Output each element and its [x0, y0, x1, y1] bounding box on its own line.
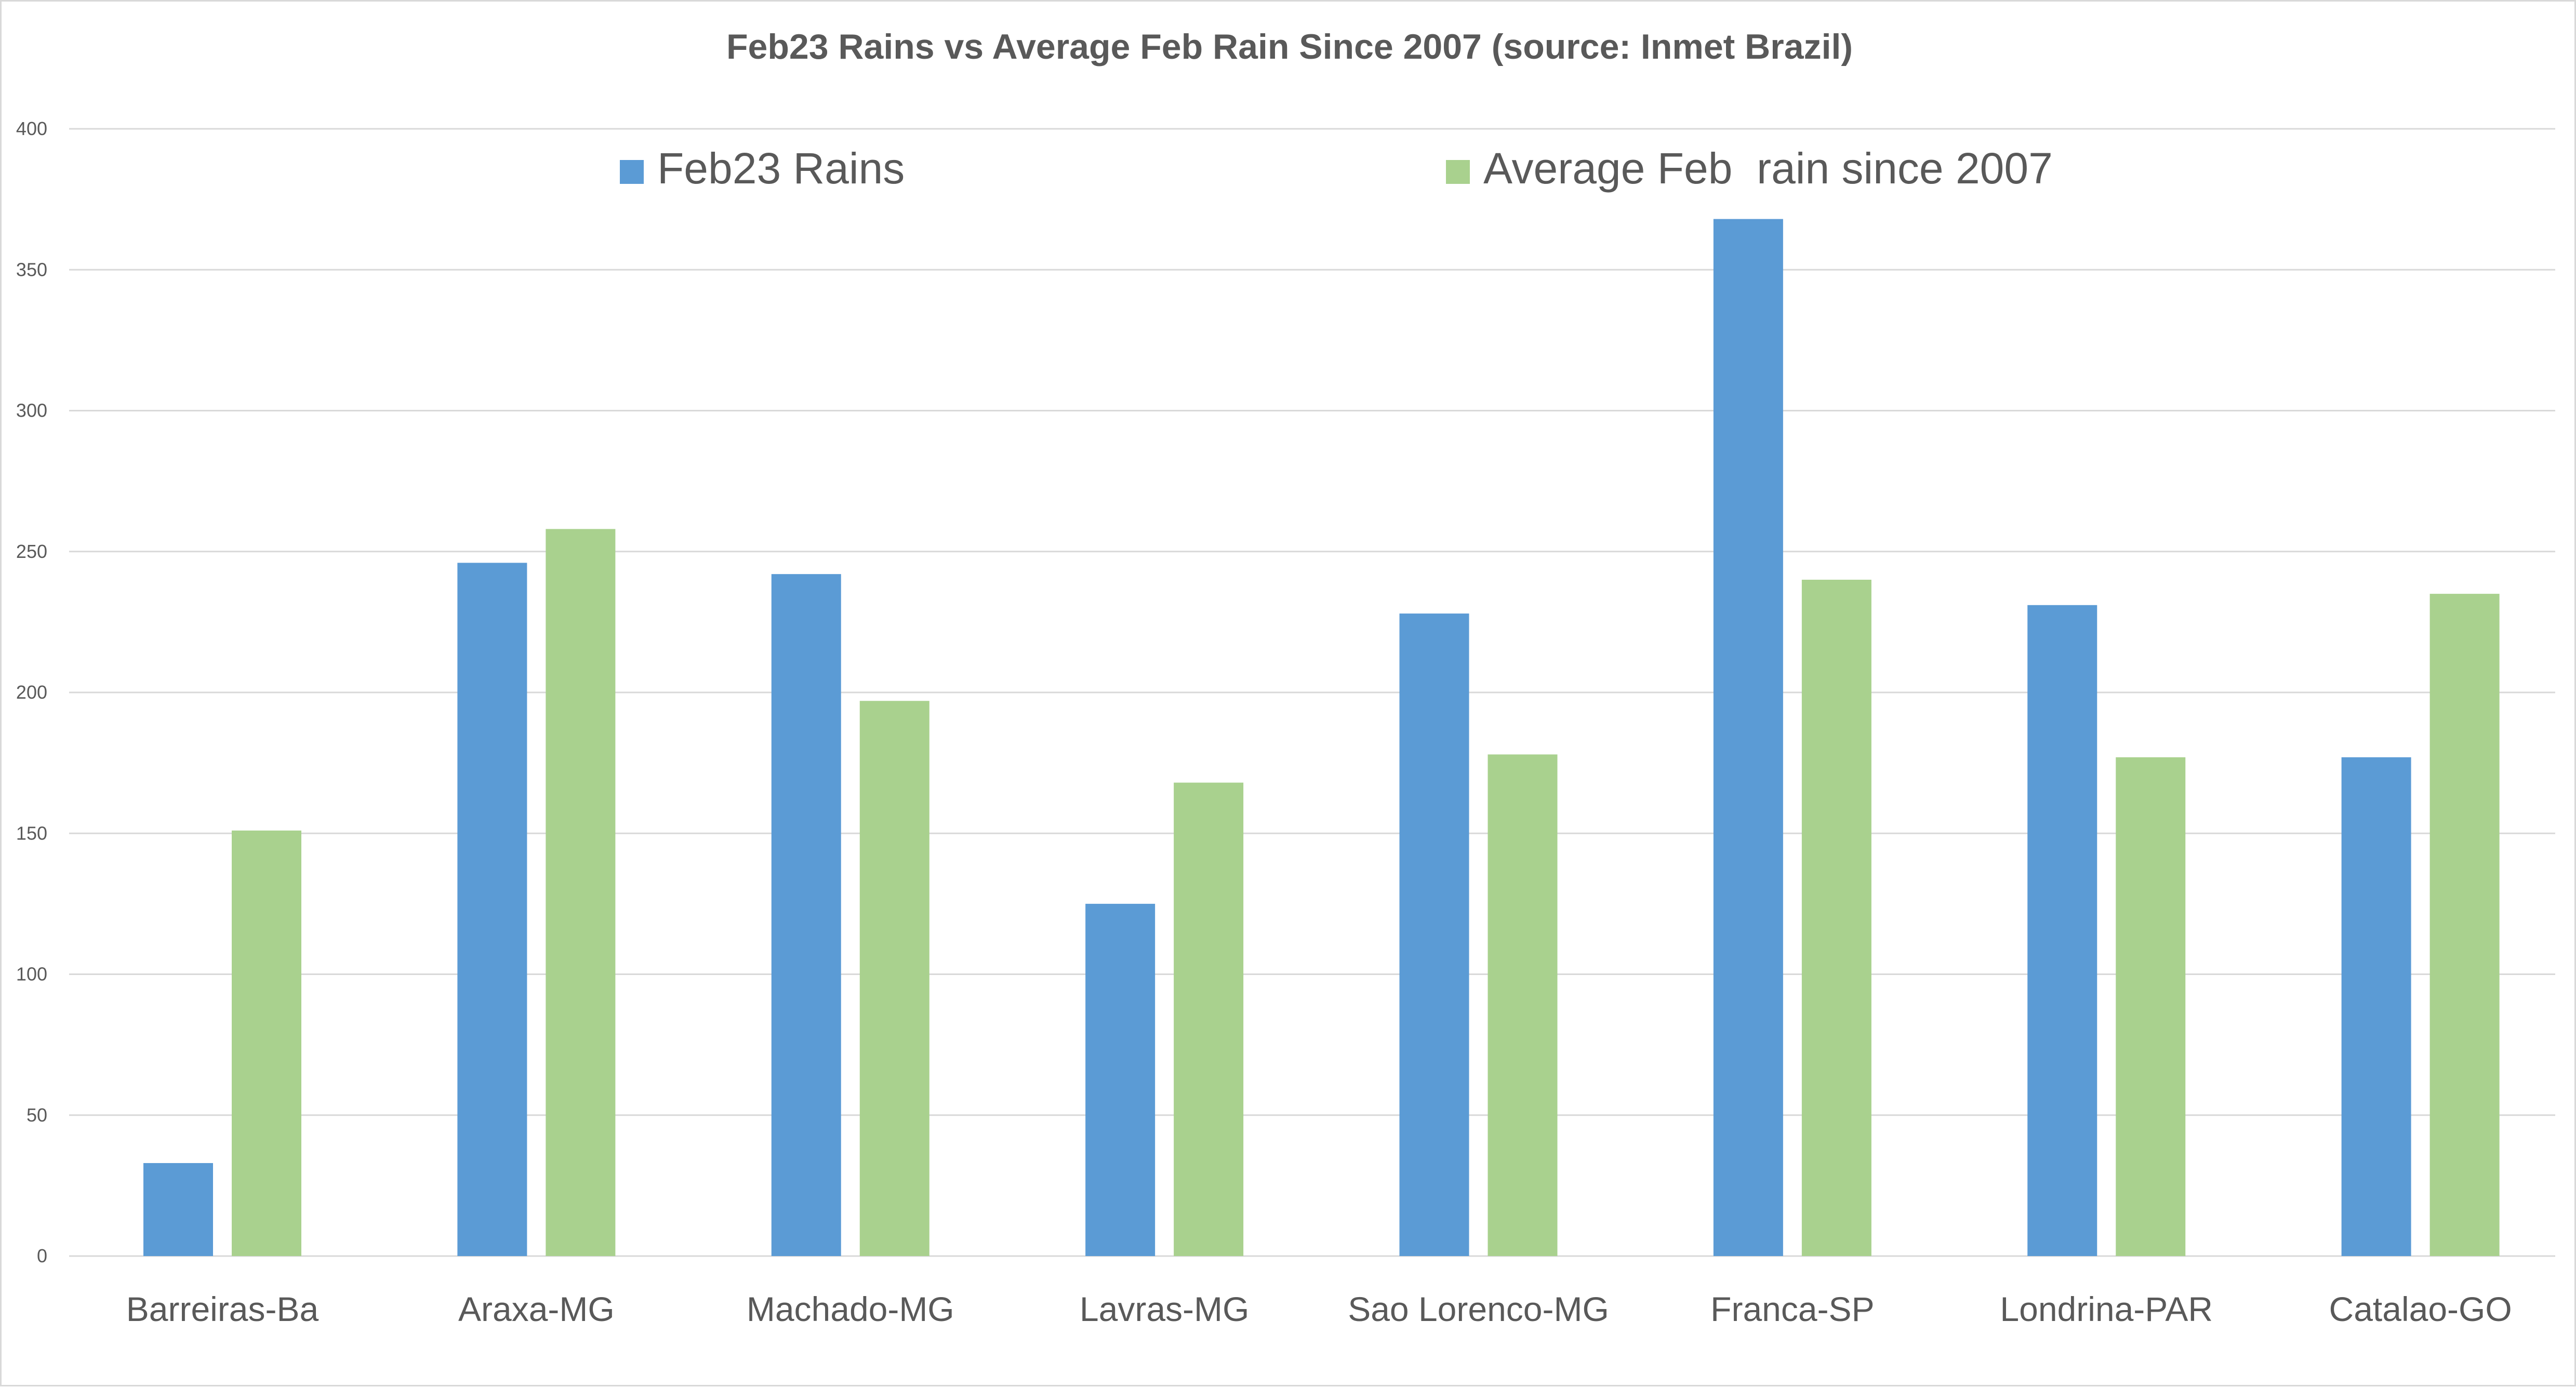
x-category-label: Barreiras-Ba: [126, 1290, 319, 1328]
x-category-label: Machado-MG: [747, 1290, 954, 1328]
y-tick-label: 200: [16, 682, 47, 703]
bar-average-feb-rain: [1174, 782, 1244, 1256]
legend: Feb23 Rains Average Feb rain since 2007: [620, 144, 2053, 193]
x-category-label: Araxa-MG: [458, 1290, 615, 1328]
x-category-label: Franca-SP: [1710, 1290, 1874, 1328]
y-tick-label: 100: [16, 964, 47, 985]
bar-feb23-rains: [771, 574, 841, 1256]
x-category-label: Lavras-MG: [1080, 1290, 1249, 1328]
legend-label: Average Feb rain since 2007: [1483, 144, 2053, 193]
bar-feb23-rains: [457, 563, 527, 1256]
y-tick-label: 50: [26, 1104, 47, 1126]
legend-swatch: [620, 160, 644, 184]
bar-average-feb-rain: [2429, 594, 2500, 1256]
y-axis-tick-labels: 0 50 100 150 200 250 300 350 400: [16, 118, 47, 1266]
y-tick-label: 0: [37, 1245, 47, 1266]
legend-swatch: [1446, 160, 1470, 184]
bar-average-feb-rain: [1488, 754, 1558, 1256]
bar-feb23-rains: [143, 1163, 213, 1256]
bar-feb23-rains: [2027, 605, 2097, 1256]
bar-feb23-rains: [2341, 757, 2411, 1256]
bar-feb23-rains: [1399, 613, 1469, 1256]
chart-title: Feb23 Rains vs Average Feb Rain Since 20…: [726, 27, 1853, 66]
legend-label: Feb23 Rains: [657, 144, 905, 193]
bar-average-feb-rain: [2116, 757, 2186, 1256]
bar-feb23-rains: [1085, 903, 1156, 1256]
bar-average-feb-rain: [1801, 580, 1871, 1256]
bar-feb23-rains: [1713, 219, 1783, 1257]
bars: [143, 219, 2500, 1257]
y-tick-label: 150: [16, 822, 47, 844]
y-tick-label: 400: [16, 118, 47, 139]
x-axis-category-labels: Barreiras-Ba Araxa-MG Machado-MG Lavras-MG S…: [126, 1290, 2512, 1328]
bar-average-feb-rain: [232, 830, 301, 1256]
x-category-label: Londrina-PAR: [2000, 1290, 2213, 1328]
bar-average-feb-rain: [859, 701, 930, 1256]
bar-average-feb-rain: [546, 529, 616, 1256]
y-tick-label: 350: [16, 259, 47, 280]
x-category-label: Catalao-GO: [2329, 1290, 2512, 1328]
y-tick-label: 250: [16, 541, 47, 562]
y-tick-label: 300: [16, 400, 47, 421]
x-category-label: Sao Lorenco-MG: [1348, 1290, 1609, 1328]
